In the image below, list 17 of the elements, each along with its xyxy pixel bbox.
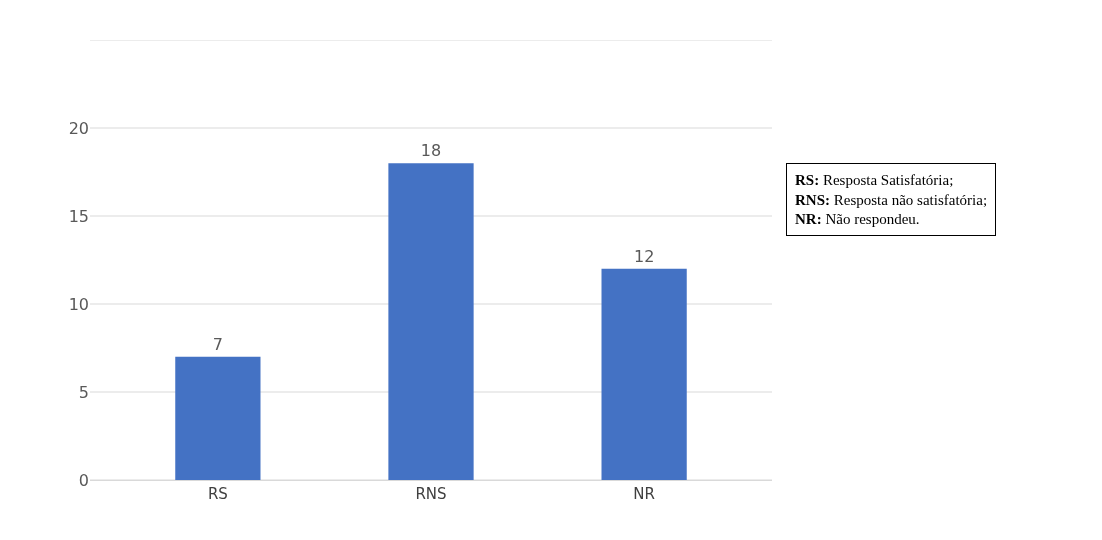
y-tick-label: 0: [78, 470, 89, 490]
data-label: 12: [633, 246, 655, 266]
bar: [175, 356, 261, 480]
text: RS: Resposta Satisfatória;: [795, 172, 954, 188]
x-tick-label: RNS: [415, 485, 447, 503]
y-tick-label: 5: [78, 382, 89, 402]
data-label: 7: [212, 334, 223, 354]
x-tick-label: NR: [633, 485, 655, 503]
text: RNS: Resposta não satisfatória;: [795, 191, 988, 208]
y-tick-label: 20: [68, 118, 89, 138]
y-tick-label: 15: [68, 206, 89, 226]
x-tick-label: RS: [207, 485, 228, 503]
text: NR: Não respondeu.: [795, 211, 920, 227]
data-label: 18: [420, 141, 442, 161]
bar: [388, 163, 474, 480]
y-tick-label: 10: [68, 294, 89, 314]
bar: [601, 268, 687, 480]
